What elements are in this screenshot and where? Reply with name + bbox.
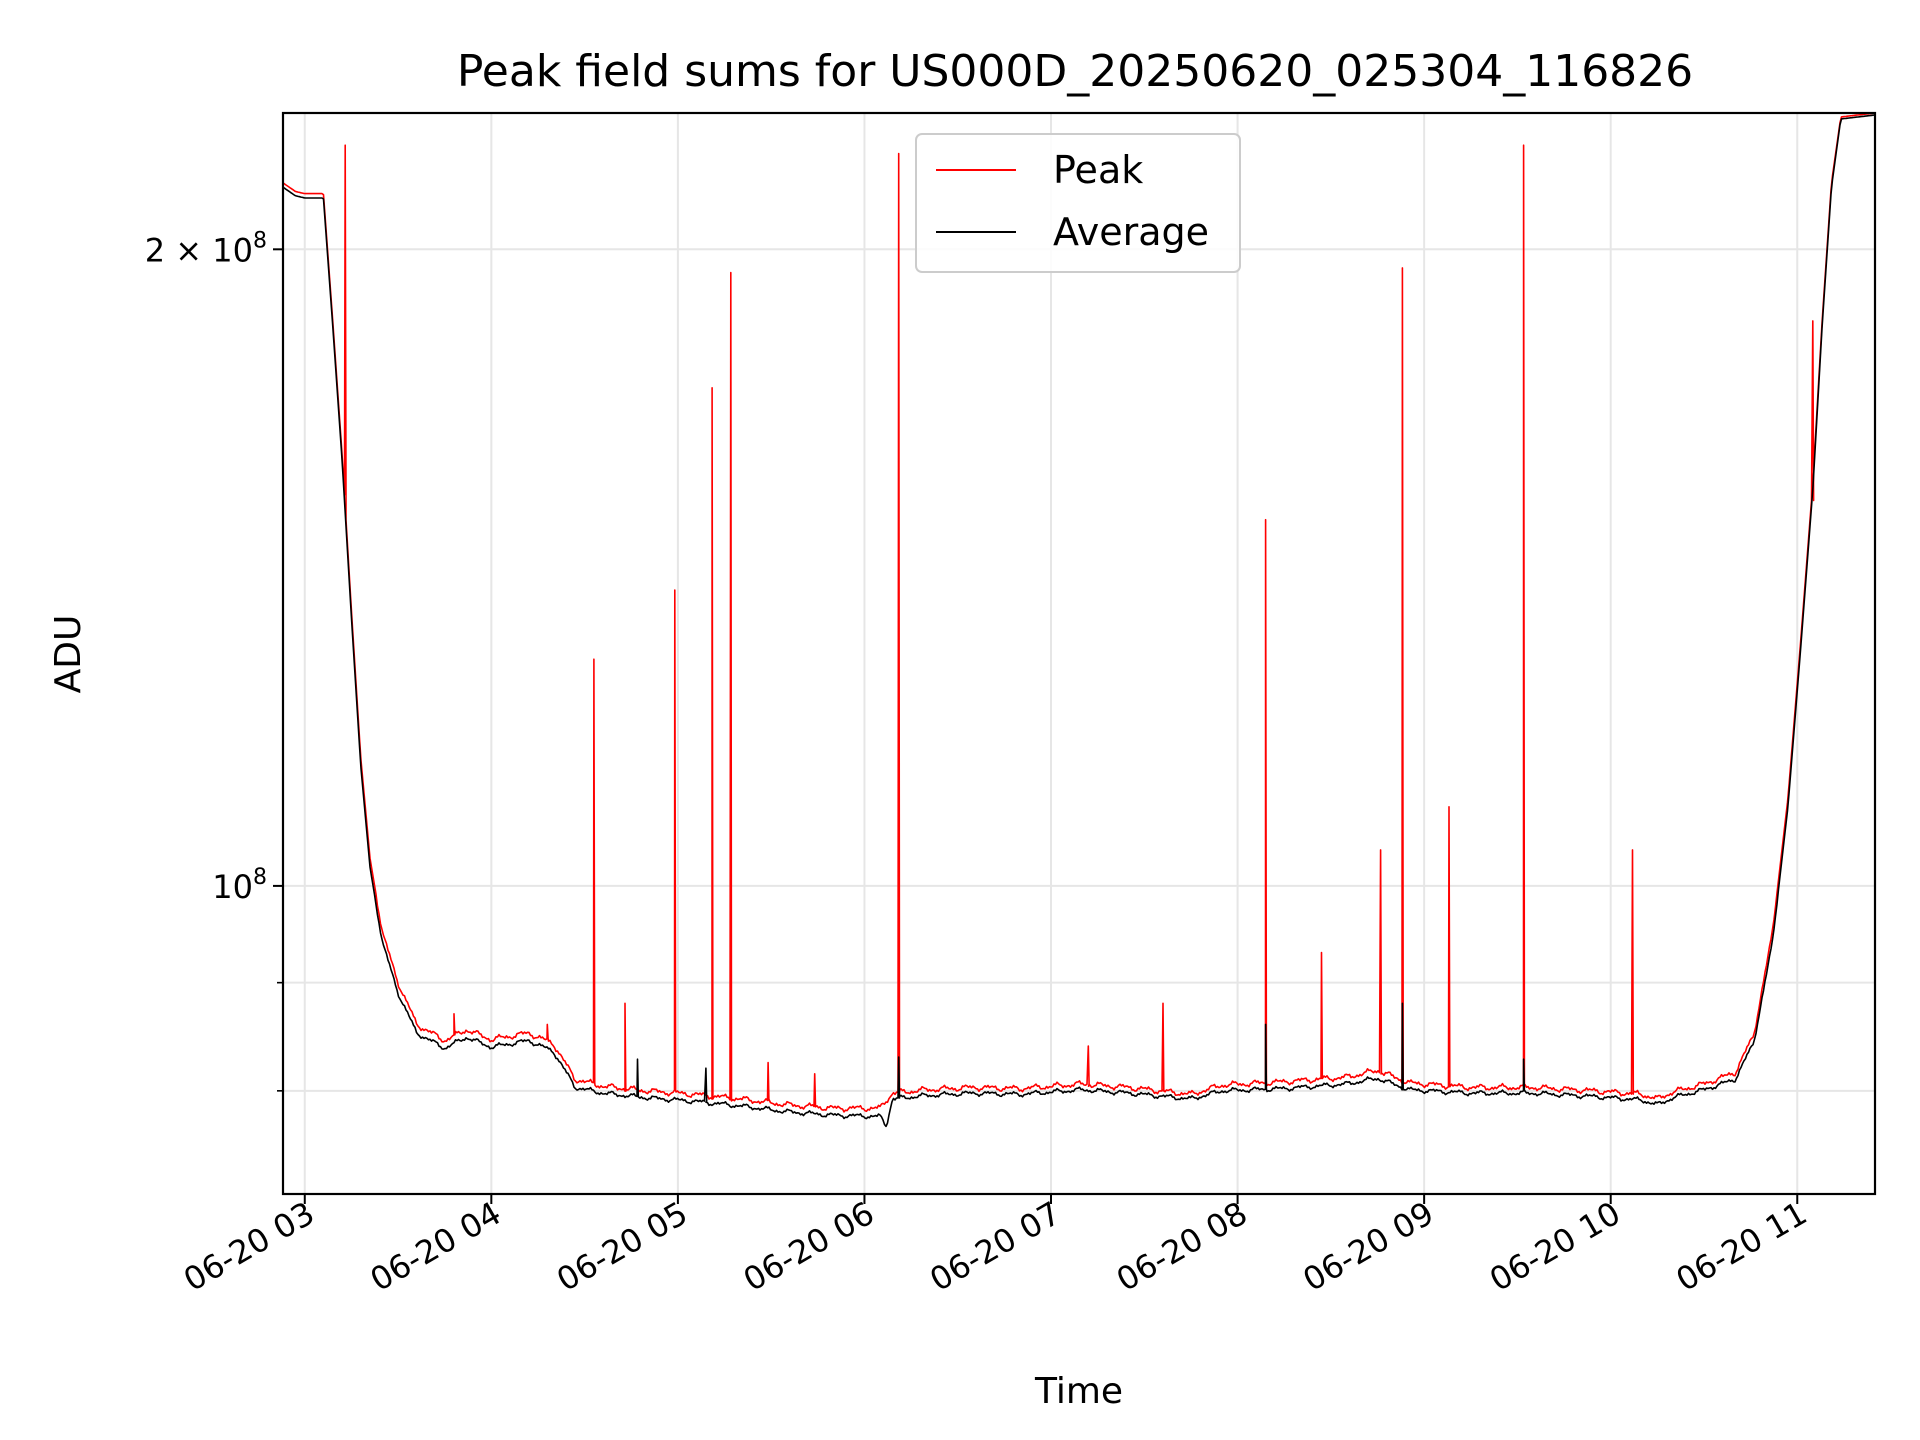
y-axis-label: ADU [48,615,89,694]
legend-label-peak: Peak [1053,148,1143,192]
legend: Peak Average [915,133,1241,273]
series-line-average [283,114,1875,1128]
plot-frame [281,111,1877,1196]
y-tick-label: 108 [212,865,267,906]
legend-box [915,133,1241,273]
x-axis-label: Time [1034,1371,1123,1412]
plot-lines [283,113,1875,1128]
y-tick-label: 2 × 108 [145,228,267,269]
legend-label-average: Average [1053,210,1209,254]
y-axis: 108 2 × 108 [145,228,283,1092]
chart-title: Peak field sums for US000D_20250620_0253… [457,46,1693,97]
series-line-peak [283,113,1875,1113]
